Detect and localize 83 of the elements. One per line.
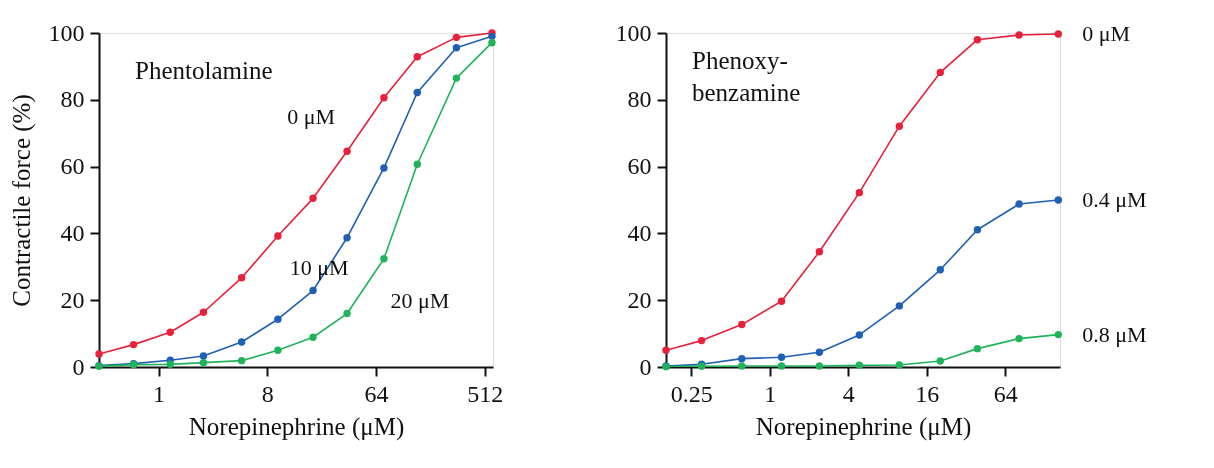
point bbox=[274, 346, 282, 354]
point bbox=[738, 362, 746, 370]
y-tick-label: 60 bbox=[60, 153, 85, 180]
text: Phentolamine bbox=[135, 57, 273, 84]
point bbox=[343, 234, 351, 242]
x-tick-label: 16 bbox=[915, 380, 940, 407]
point bbox=[309, 194, 317, 203]
point bbox=[129, 340, 138, 349]
point bbox=[895, 302, 904, 310]
point bbox=[738, 354, 746, 363]
series-label: 0.8 μM bbox=[1082, 321, 1147, 347]
point bbox=[936, 266, 945, 274]
point bbox=[777, 362, 786, 370]
point bbox=[237, 274, 246, 282]
point bbox=[488, 32, 496, 41]
y-tick-label: 20 bbox=[60, 286, 85, 313]
point bbox=[488, 38, 496, 47]
series-label: 0.4 μM bbox=[1082, 187, 1147, 212]
point bbox=[452, 74, 461, 82]
point bbox=[166, 328, 174, 336]
point bbox=[309, 286, 317, 295]
point bbox=[166, 360, 174, 369]
x-tick-label: 4 bbox=[842, 380, 855, 407]
x-tick-label: 512 bbox=[467, 380, 504, 407]
point bbox=[738, 320, 746, 329]
point bbox=[936, 68, 945, 77]
point bbox=[237, 338, 246, 346]
y-tick-label: 100 bbox=[615, 19, 652, 46]
y-tick-label: 0 bbox=[72, 353, 85, 380]
y-tick-label: 0 bbox=[639, 353, 652, 380]
series-label: 0 μM bbox=[1082, 21, 1131, 46]
x-tick-label: 0.25 bbox=[670, 380, 713, 407]
y-tick-label: 100 bbox=[48, 19, 85, 46]
point bbox=[973, 35, 982, 44]
x-tick-label: 64 bbox=[364, 380, 389, 407]
point bbox=[1054, 30, 1062, 38]
point bbox=[936, 357, 945, 365]
x-axis-title: Norepinephrine (μM) bbox=[188, 412, 405, 441]
point bbox=[895, 361, 904, 369]
point bbox=[1054, 330, 1062, 339]
point bbox=[815, 348, 824, 356]
point bbox=[697, 336, 706, 345]
y-tick-label: 60 bbox=[627, 153, 652, 180]
point bbox=[855, 361, 864, 370]
y-tick-label: 40 bbox=[60, 219, 85, 246]
point bbox=[237, 356, 246, 365]
point bbox=[95, 350, 103, 358]
x-tick-label: 1 bbox=[153, 380, 166, 407]
text: Phenoxy- benzamine bbox=[692, 47, 801, 106]
point bbox=[452, 33, 461, 42]
point bbox=[274, 232, 282, 240]
point bbox=[343, 147, 351, 155]
y-tick-label: 40 bbox=[627, 219, 652, 246]
x-tick-label: 8 bbox=[261, 380, 274, 407]
point bbox=[380, 164, 388, 172]
y-tick-label: 80 bbox=[60, 86, 85, 113]
point bbox=[815, 362, 824, 370]
point bbox=[452, 44, 461, 52]
point bbox=[343, 309, 351, 318]
point bbox=[973, 344, 982, 353]
point bbox=[815, 248, 824, 256]
point bbox=[1015, 31, 1023, 39]
point bbox=[855, 331, 864, 339]
point bbox=[1015, 200, 1023, 208]
x-axis-title: Norepinephrine (μM) bbox=[755, 412, 972, 441]
series-label: 0 μM bbox=[287, 104, 335, 130]
point bbox=[380, 255, 388, 263]
y-axis-title: Contractile force (%) bbox=[7, 94, 36, 307]
series-label: 20 μM bbox=[390, 287, 450, 313]
point bbox=[777, 353, 786, 362]
y-tick-label: 20 bbox=[627, 286, 652, 313]
x-tick-label: 1 bbox=[764, 380, 777, 407]
point bbox=[973, 226, 982, 234]
point bbox=[1054, 196, 1062, 204]
y-tick-label: 80 bbox=[627, 86, 652, 113]
point bbox=[777, 297, 786, 305]
point bbox=[855, 188, 864, 197]
point bbox=[274, 315, 282, 323]
point bbox=[309, 333, 317, 341]
point bbox=[380, 94, 388, 102]
x-tick-label: 64 bbox=[993, 380, 1018, 407]
point bbox=[1015, 334, 1023, 343]
point bbox=[895, 122, 904, 130]
